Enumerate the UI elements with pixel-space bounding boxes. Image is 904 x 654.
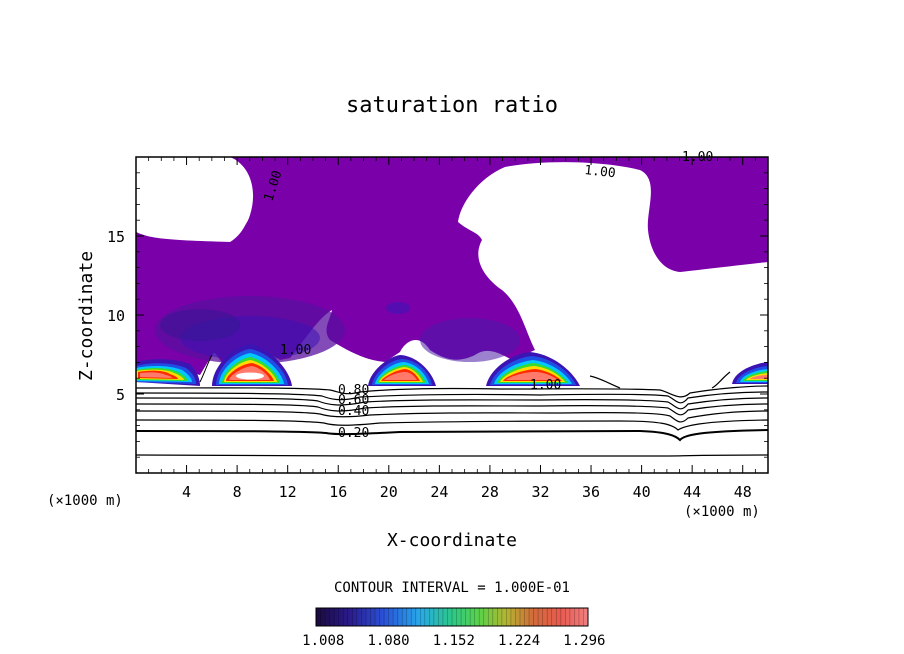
x-tick-label: 28 — [481, 483, 499, 501]
x-tick-label: 36 — [582, 483, 600, 501]
y-tick-label: 5 — [116, 386, 125, 404]
x-axis: 4 8 12 16 20 24 28 32 36 40 44 48 — [148, 157, 756, 501]
y-tick-label: 10 — [107, 307, 125, 325]
contour-lines — [136, 354, 768, 457]
cloud-core-3 — [368, 355, 436, 386]
y-axis-label: Z-coordinate — [76, 251, 97, 381]
x-tick-label: 44 — [683, 483, 701, 501]
x-tick-label: 24 — [430, 483, 448, 501]
x-units-left: (×1000 m) — [47, 493, 123, 509]
colorbar — [316, 608, 588, 626]
contour-label-group: 1.00 1.00 1.00 1.00 1.00 0.80 0.60 0.40 … — [262, 150, 714, 441]
contour-label: 1.00 — [280, 343, 311, 358]
cloud-core-1 — [136, 359, 200, 386]
x-axis-label: X-coordinate — [387, 530, 517, 551]
chart-title: saturation ratio — [346, 93, 558, 118]
contour-label: 1.00 — [584, 163, 617, 181]
plot-area — [136, 157, 768, 457]
colorbar-tick-label: 1.152 — [433, 633, 475, 649]
x-tick-label: 4 — [182, 483, 191, 501]
colorbar-tick-label: 1.080 — [367, 633, 409, 649]
colorbar-tick-label: 1.008 — [302, 633, 344, 649]
x-tick-label: 20 — [380, 483, 398, 501]
contour-label: 0.80 — [338, 383, 369, 398]
contour-label: 1.00 — [530, 378, 561, 393]
x-tick-label: 16 — [329, 483, 347, 501]
subsaturated-upper-left — [136, 157, 254, 240]
colorbar-tick-label: 1.296 — [563, 633, 605, 649]
contour-label: 0.60 — [338, 393, 369, 408]
colorbar-stripes — [320, 608, 584, 626]
x-tick-label: 32 — [531, 483, 549, 501]
contour-label: 0.40 — [338, 404, 369, 419]
colorbar-tick-label: 1.224 — [498, 633, 540, 649]
shading-band-3 — [160, 309, 240, 341]
cloud-core-5 — [732, 362, 768, 384]
colorbar-ticks: 1.008 1.080 1.152 1.224 1.296 — [302, 633, 605, 649]
x-tick-label: 48 — [734, 483, 752, 501]
shading-band-4 — [420, 318, 520, 362]
y-tick-label: 15 — [107, 228, 125, 246]
contour-label: 0.20 — [338, 426, 369, 441]
colorbar-frame — [315, 607, 589, 627]
contour-interval: CONTOUR INTERVAL = 1.000E-01 — [334, 580, 570, 596]
cloud-core-2 — [212, 344, 292, 386]
x-tick-label: 12 — [279, 483, 297, 501]
shading-band-2 — [180, 316, 320, 360]
y-axis: 5 10 15 — [107, 172, 768, 458]
x-units-right: (×1000 m) — [684, 504, 760, 520]
x-tick-label: 40 — [633, 483, 651, 501]
x-tick-label: 8 — [233, 483, 242, 501]
cloud-core-4 — [486, 352, 580, 386]
shading-band-5 — [386, 302, 410, 314]
